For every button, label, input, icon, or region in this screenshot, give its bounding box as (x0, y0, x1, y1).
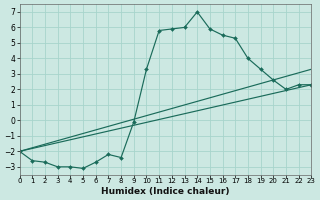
X-axis label: Humidex (Indice chaleur): Humidex (Indice chaleur) (101, 187, 230, 196)
